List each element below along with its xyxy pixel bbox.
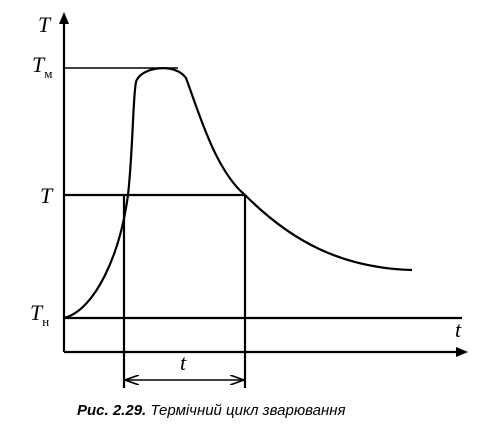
t-initial-label: Tн [30,300,49,329]
x-axis-label: t [455,317,462,342]
t-initial-label-sub: н [42,314,49,329]
t-level-label: T [40,183,54,208]
thermal-cycle-curve [63,67,413,320]
t-max-label-sub: м [44,66,52,81]
figure-caption: Рис. 2.29. Термічний цикл зварювання [77,402,345,419]
t-max-label-main: T [32,52,46,77]
t-initial-label-main: T [30,300,44,325]
caption-text: Термічний цикл зварювання [146,402,345,419]
caption-prefix: Рис. 2.29. [77,402,146,419]
interval-label: t [180,350,187,375]
y-axis-label: T [38,12,52,37]
t-max-label: Tм [32,52,52,81]
